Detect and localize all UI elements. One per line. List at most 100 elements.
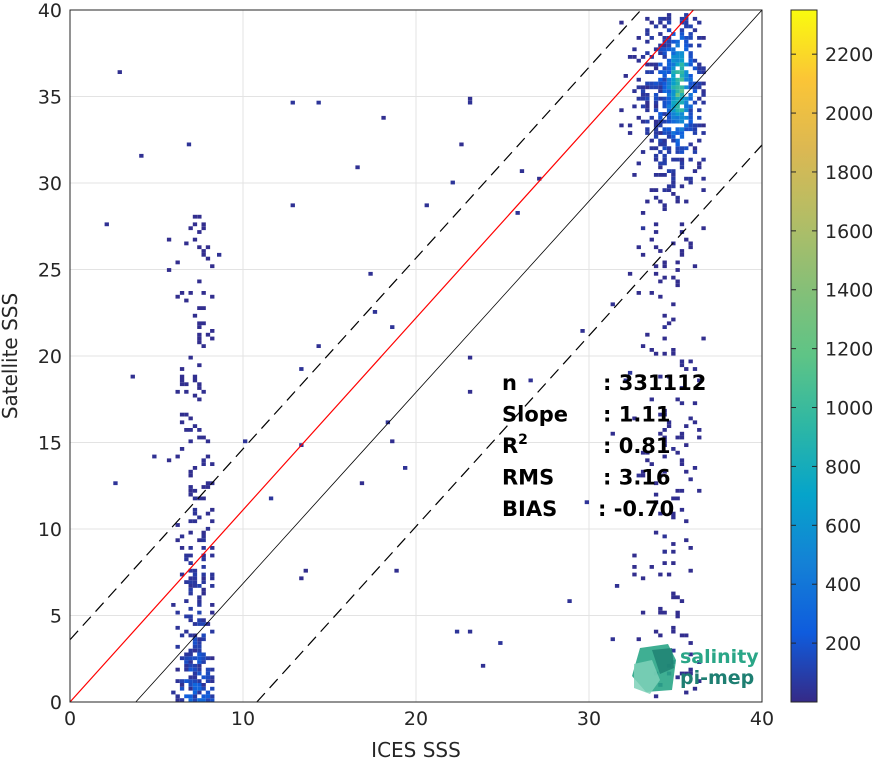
density-cell: [666, 85, 672, 90]
density-cell: [684, 199, 689, 204]
density-cell: [684, 146, 689, 151]
density-cell: [671, 192, 676, 196]
density-cell: [201, 534, 206, 539]
density-cell: [201, 306, 206, 311]
density-cell: [653, 500, 659, 505]
density-cell: [658, 199, 663, 204]
density-cell: [675, 93, 680, 97]
density-cell: [197, 321, 202, 326]
density-cell: [649, 565, 654, 569]
density-cell: [684, 100, 689, 105]
density-cell: [666, 134, 672, 139]
density-cell: [658, 20, 663, 25]
density-cell: [666, 39, 672, 44]
density-cell: [671, 32, 676, 36]
density-cell: [679, 462, 685, 467]
density-cell: [666, 115, 672, 120]
density-cell: [372, 310, 378, 314]
density-cell: [390, 439, 395, 444]
density-cell: [567, 599, 572, 604]
density-cell: [701, 89, 706, 94]
density-cell: [662, 36, 667, 40]
density-cell: [610, 431, 615, 436]
density-cell: [658, 165, 663, 170]
density-cell: [666, 70, 672, 75]
density-cell: [179, 447, 185, 451]
density-cell: [623, 74, 628, 78]
density-cell: [210, 462, 215, 467]
density-cell: [201, 683, 206, 687]
density-cell: [658, 81, 663, 86]
density-cell: [188, 553, 193, 558]
density-cell: [701, 336, 706, 341]
density-cell: [662, 264, 667, 269]
density-cell: [188, 633, 193, 638]
density-cell: [192, 466, 198, 470]
density-cell: [662, 275, 667, 280]
density-cell: [197, 340, 202, 345]
density-cell: [205, 526, 211, 531]
density-cell: [649, 237, 654, 242]
density-cell: [653, 157, 659, 162]
density-cell: [210, 294, 215, 299]
density-cell: [679, 363, 685, 368]
density-cell: [645, 100, 650, 105]
density-cell: [688, 32, 693, 36]
density-cell: [201, 249, 206, 253]
density-cell: [666, 321, 672, 326]
density-cell: [192, 667, 198, 672]
density-cell: [640, 226, 646, 231]
density-cell: [201, 458, 206, 463]
density-cell: [627, 271, 633, 276]
density-cell: [692, 66, 698, 71]
density-cell: [662, 127, 667, 132]
density-cell: [666, 112, 672, 116]
density-cell: [619, 108, 624, 113]
density-cell: [184, 660, 189, 664]
density-cell: [184, 553, 189, 558]
density-cell: [671, 629, 676, 634]
density-cell: [679, 488, 685, 493]
density-cell: [636, 291, 641, 295]
density-cell: [679, 127, 685, 132]
density-cell: [645, 70, 650, 75]
density-cell: [640, 96, 646, 101]
density-cell: [184, 580, 189, 585]
density-cell: [666, 424, 672, 429]
density-cell: [179, 572, 185, 577]
density-cell: [188, 473, 193, 478]
density-cell: [197, 515, 202, 520]
density-cell: [197, 382, 202, 387]
stat-label: BIAS: [502, 497, 557, 521]
density-cell: [649, 462, 654, 467]
density-cell: [658, 633, 663, 638]
density-cell: [645, 458, 650, 463]
density-cell: [679, 359, 685, 364]
density-cell: [662, 188, 667, 193]
density-cell: [210, 572, 215, 577]
density-cell: [697, 378, 702, 383]
density-cell: [394, 568, 399, 573]
density-cell: [697, 43, 702, 48]
density-cell: [692, 85, 698, 90]
density-cell: [197, 648, 202, 653]
density-cell: [675, 157, 680, 162]
density-cell: [679, 119, 685, 124]
density-cell: [192, 496, 198, 501]
density-cell: [649, 138, 654, 143]
density-cell: [688, 180, 693, 185]
density-cell: [653, 81, 659, 86]
density-cell: [188, 580, 193, 585]
density-cell: [671, 561, 676, 566]
density-cell: [201, 496, 206, 501]
density-cell: [653, 85, 659, 90]
density-cell: [166, 268, 172, 272]
density-cell: [684, 108, 689, 113]
density-cell: [197, 690, 202, 695]
fit-line: [70, 10, 695, 702]
density-cell: [201, 580, 206, 585]
stat-value: : 3.16: [603, 466, 671, 490]
stat-value: : 1.11: [603, 403, 671, 427]
density-cell: [666, 16, 672, 21]
colorbar-tick-label: 2200: [825, 44, 873, 66]
